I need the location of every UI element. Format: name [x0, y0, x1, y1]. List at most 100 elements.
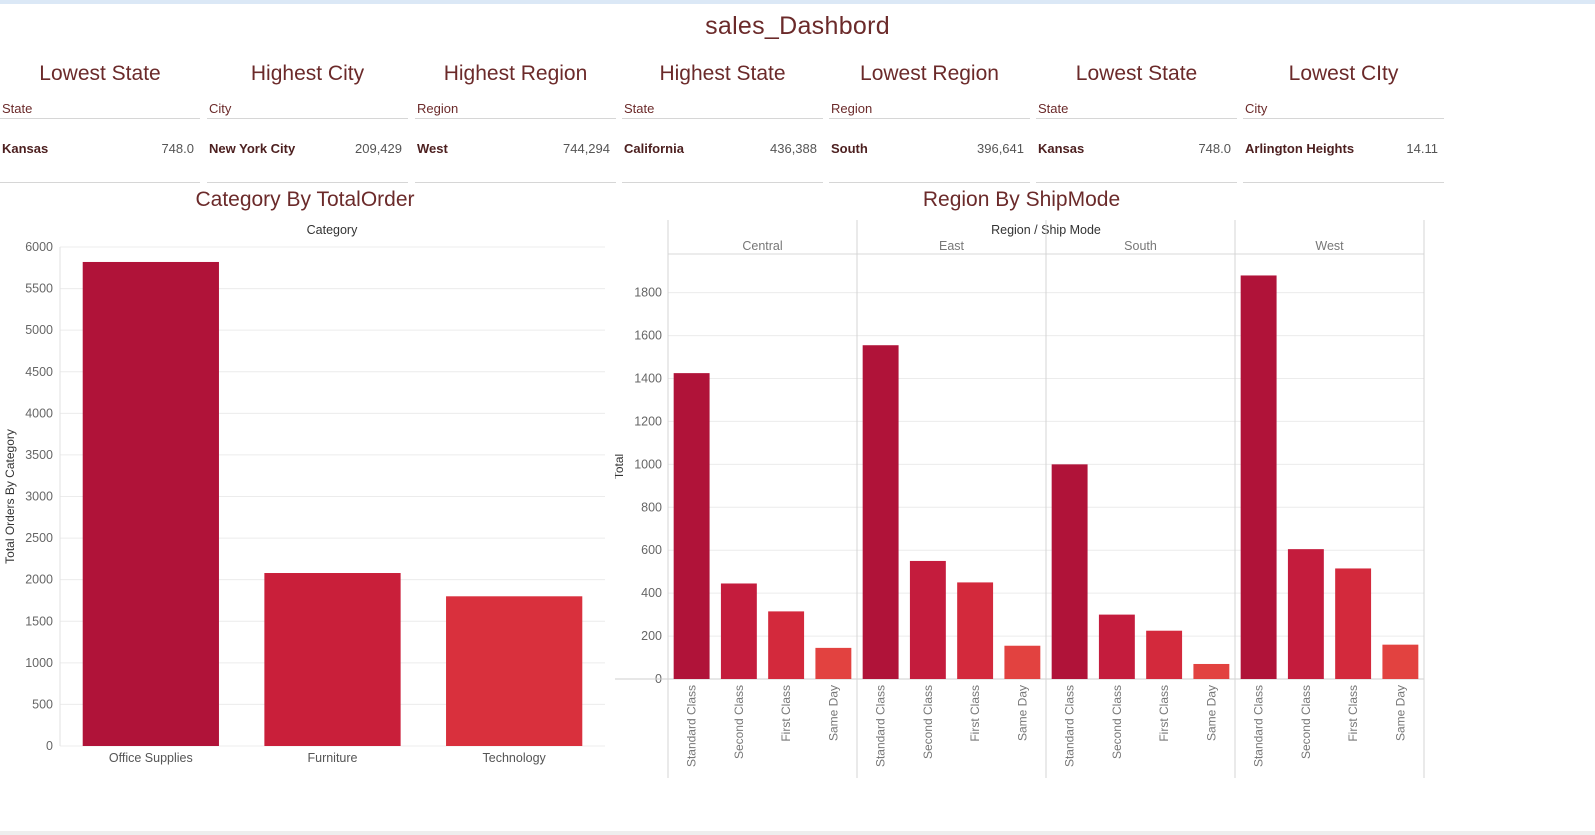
y-tick-label: 6000 — [25, 240, 53, 254]
y-tick-label: 1000 — [634, 457, 662, 471]
y-tick-label: 1500 — [25, 614, 53, 628]
category-chart-title: Category By TotalOrder — [195, 188, 415, 211]
kpi-field-header: State — [624, 101, 655, 116]
y-tick-label: 4000 — [25, 406, 53, 420]
x-tick-label: First Class — [1157, 685, 1171, 742]
y-axis-title: Total — [615, 454, 626, 479]
bar-office-supplies[interactable] — [82, 261, 219, 746]
y-tick-label: 1600 — [634, 329, 662, 343]
kpi-card: Highest City City New York City 209,429 — [207, 58, 408, 183]
kpi-name[interactable]: California — [624, 141, 684, 156]
bar-south-same-day[interactable] — [1193, 663, 1230, 679]
bar-east-second-class[interactable] — [909, 560, 946, 679]
bar-south-first-class[interactable] — [1146, 630, 1183, 679]
x-tick-label: Standard Class — [1252, 685, 1266, 767]
kpi-card: Lowest State State Kansas 748.0 — [0, 58, 200, 183]
x-tick-label: Standard Class — [874, 685, 888, 767]
kpi-title: Highest City — [250, 62, 365, 85]
y-axis-title: Total Orders By Category — [3, 429, 17, 564]
x-tick-label: First Class — [779, 685, 793, 742]
kpi-card: Highest Region Region West 744,294 — [415, 58, 616, 183]
kpi-value: 748.0 — [1198, 141, 1231, 156]
y-tick-label: 2500 — [25, 531, 53, 545]
y-tick-label: 3000 — [25, 490, 53, 504]
x-tick-label: Standard Class — [685, 685, 699, 767]
dashboard-title: sales_Dashbord — [705, 12, 890, 40]
x-tick-label: Second Class — [1110, 685, 1124, 759]
y-tick-label: 600 — [641, 543, 662, 557]
x-tick-label: Standard Class — [1063, 685, 1077, 767]
bar-west-same-day[interactable] — [1382, 644, 1419, 679]
y-tick-label: 0 — [46, 739, 53, 753]
kpi-value: 396,641 — [977, 141, 1024, 156]
bar-east-first-class[interactable] — [957, 582, 994, 679]
kpi-field-header: City — [209, 101, 232, 116]
bar-furniture[interactable] — [264, 573, 401, 746]
y-tick-label: 1200 — [634, 414, 662, 428]
x-tick-label: First Class — [968, 685, 982, 742]
kpi-title: Highest State — [659, 62, 786, 85]
kpi-divider — [1036, 118, 1237, 119]
kpi-name[interactable]: Arlington Heights — [1245, 141, 1355, 156]
kpi-card: Lowest CIty City Arlington Heights 14.11 — [1243, 58, 1444, 183]
kpi-divider — [415, 118, 616, 119]
column-header: Category — [307, 223, 358, 237]
kpi-title: Lowest State — [39, 62, 161, 85]
sheet-tabs-strip — [0, 831, 1595, 835]
kpi-divider — [207, 118, 408, 119]
y-tick-label: 1800 — [634, 286, 662, 300]
top-border — [0, 0, 1595, 4]
kpi-divider — [622, 118, 823, 119]
kpi-title: Lowest CIty — [1288, 62, 1399, 85]
bar-west-standard-class[interactable] — [1240, 275, 1277, 679]
region-header: Central — [742, 239, 782, 253]
kpi-value: 744,294 — [563, 141, 610, 156]
kpi-card: Lowest Region Region South 396,641 — [829, 58, 1030, 183]
y-tick-label: 800 — [641, 500, 662, 514]
kpi-field-header: Region — [417, 101, 459, 116]
bar-east-same-day[interactable] — [1004, 645, 1041, 679]
y-tick-label: 500 — [32, 697, 53, 711]
kpi-name[interactable]: Kansas — [1038, 141, 1085, 156]
y-tick-label: 1400 — [634, 371, 662, 385]
kpi-divider — [1243, 118, 1444, 119]
x-tick-label: Second Class — [732, 685, 746, 759]
y-tick-label: 5000 — [25, 323, 53, 337]
bar-south-standard-class[interactable] — [1051, 464, 1088, 679]
kpi-name[interactable]: South — [831, 141, 868, 156]
bar-technology[interactable] — [446, 596, 583, 746]
kpi-value: 748.0 — [161, 141, 194, 156]
bar-central-first-class[interactable] — [768, 611, 805, 679]
x-tick-label: Second Class — [1299, 685, 1313, 759]
x-tick-label: Office Supplies — [109, 751, 193, 765]
bar-east-standard-class[interactable] — [862, 345, 899, 679]
kpi-title: Lowest State — [1075, 62, 1198, 85]
x-tick-label: Second Class — [921, 685, 935, 759]
bar-central-standard-class[interactable] — [673, 373, 710, 679]
kpi-field-header: State — [2, 101, 33, 116]
kpi-name[interactable]: New York City — [209, 141, 296, 156]
kpi-title: Highest Region — [443, 62, 588, 85]
y-tick-label: 4500 — [25, 365, 53, 379]
kpi-title: Lowest Region — [860, 62, 999, 85]
y-tick-label: 5500 — [25, 282, 53, 296]
kpi-field-header: Region — [831, 101, 873, 116]
region-header: East — [939, 239, 965, 253]
kpi-value: 14.11 — [1406, 141, 1438, 156]
bar-south-second-class[interactable] — [1098, 614, 1135, 679]
bar-central-same-day[interactable] — [815, 647, 852, 679]
bar-central-second-class[interactable] — [720, 583, 757, 679]
kpi-value: 209,429 — [355, 141, 402, 156]
category-by-totalorder-chart: Category 0 500 1000 1500 2000 2500 3000 3500 4000… — [3, 223, 605, 765]
kpi-card: Lowest State State Kansas 748.0 — [1036, 58, 1237, 183]
bar-west-second-class[interactable] — [1287, 549, 1324, 679]
kpi-divider — [0, 118, 200, 119]
kpi-name[interactable]: Kansas — [2, 141, 49, 156]
region-by-shipmode-chart: Region / Ship Mode0200400600800100012001… — [615, 220, 1425, 778]
kpi-name[interactable]: West — [417, 141, 448, 156]
y-tick-label: 200 — [641, 629, 662, 643]
x-tick-label: Same Day — [826, 685, 840, 741]
x-tick-label: First Class — [1346, 685, 1360, 742]
y-tick-label: 400 — [641, 586, 662, 600]
bar-west-first-class[interactable] — [1335, 568, 1372, 679]
